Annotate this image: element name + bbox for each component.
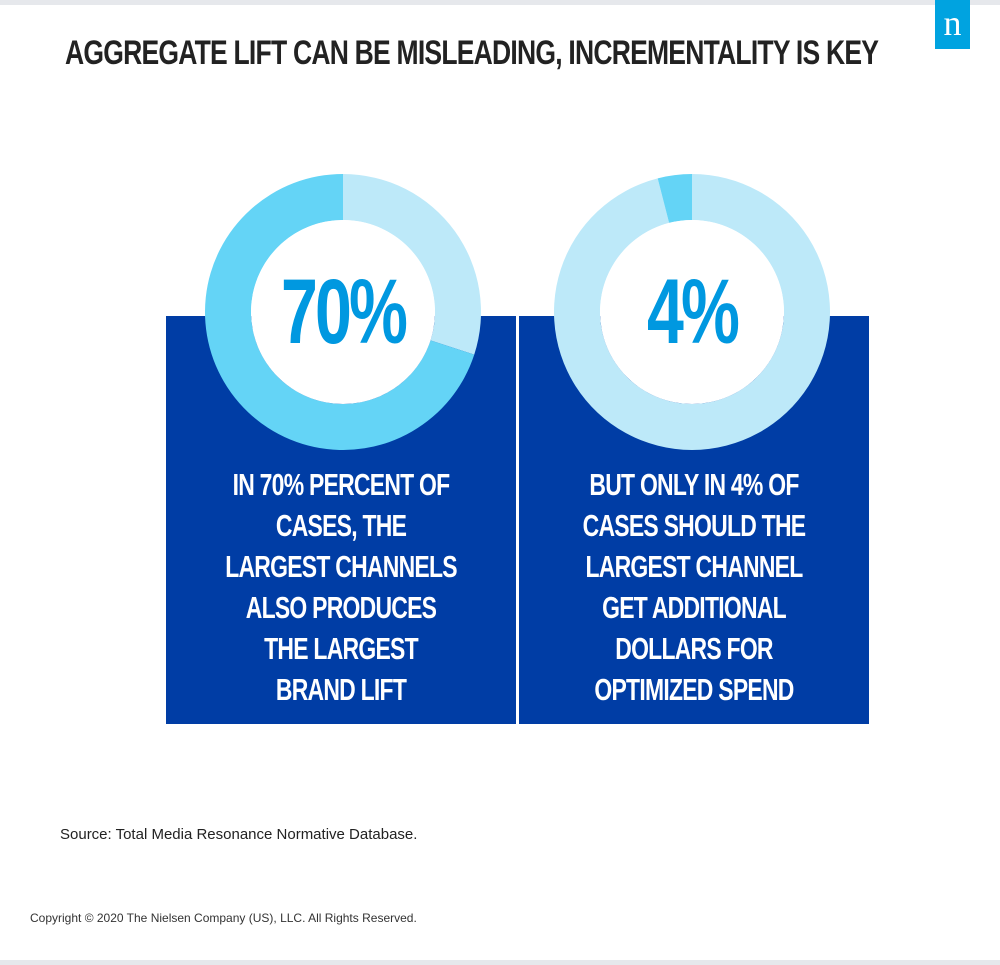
bottom-divider: [0, 960, 1000, 965]
caption-left-text: IN 70% PERCENT OF CASES, THE LARGEST CHA…: [225, 467, 457, 707]
source-note: Source: Total Media Resonance Normative …: [60, 826, 418, 843]
page-title: AGGREGATE LIFT CAN BE MISLEADING, INCREM…: [65, 34, 879, 72]
donut-slice-remainder-1: [554, 174, 830, 450]
top-divider: [0, 0, 1000, 5]
donut-center-1: [600, 220, 784, 404]
donut-slice-highlight-1: [657, 174, 692, 223]
percent-label-70: 70%: [281, 261, 408, 363]
donut-slice-highlight-0: [205, 174, 475, 450]
percent-label-4: 4%: [647, 261, 740, 363]
caption-right: BUT ONLY IN 4% OF CASES SHOULD THE LARGE…: [519, 464, 869, 710]
caption-right-text: BUT ONLY IN 4% OF CASES SHOULD THE LARGE…: [582, 467, 806, 707]
nielsen-logo: n: [935, 0, 970, 49]
donut-chart-4: [554, 174, 830, 450]
donut-chart-70: [205, 174, 481, 450]
copyright-note: Copyright © 2020 The Nielsen Company (US…: [30, 911, 417, 925]
donut-slice-remainder-0: [343, 174, 481, 355]
caption-left: IN 70% PERCENT OF CASES, THE LARGEST CHA…: [166, 464, 516, 710]
donut-center-0: [251, 220, 435, 404]
